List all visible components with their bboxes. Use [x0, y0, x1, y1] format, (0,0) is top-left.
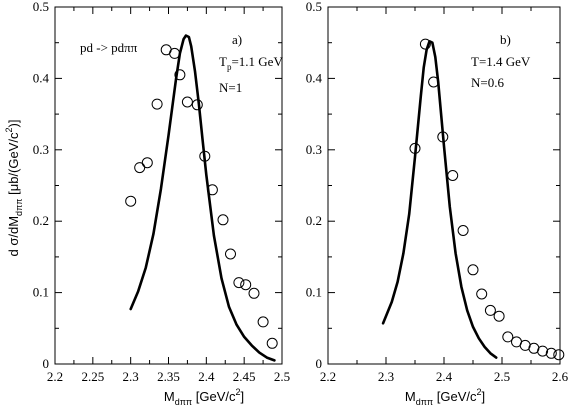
y-axis-title-close: )]	[6, 120, 21, 128]
data-point-a	[191, 99, 203, 111]
y-axis-title: d σ/dMdππ [μb/(GeV/c2)]	[4, 120, 24, 257]
y-tick-label-b: 0.1	[306, 285, 322, 300]
theory-curve-a	[129, 34, 276, 362]
data-point-b	[467, 264, 479, 276]
y-tick-label-b: 0	[316, 356, 323, 371]
x-axis-title-a-close: ]	[241, 389, 245, 404]
y-axis-title-sub: dππ	[14, 199, 24, 216]
data-point-a	[141, 157, 153, 169]
x-tick-label-a: 2.2	[47, 369, 63, 384]
x-axis-title-a-main: M	[164, 389, 175, 404]
y-tick-label-b: 0.5	[306, 0, 322, 14]
x-tick-label-b: 2.2	[320, 369, 336, 384]
panel-a-label: a)	[232, 32, 242, 47]
data-point-b	[457, 225, 469, 236]
data-point-a	[206, 184, 218, 196]
x-axis-title-a-sub: dππ	[175, 397, 192, 407]
norm-label-a: N=1	[219, 80, 242, 95]
y-tick-label-a: 0.3	[33, 142, 49, 157]
x-tick-label-a: 2.35	[157, 369, 180, 384]
panel-b-label: b)	[500, 32, 511, 47]
data-point-a	[248, 287, 260, 299]
data-point-a	[240, 279, 252, 291]
x-tick-label-b: 2.3	[378, 369, 394, 384]
y-tick-label-a: 0.2	[33, 213, 49, 228]
energy-label-a: Tp=1.1 GeV	[219, 54, 283, 72]
data-point-a	[225, 248, 236, 260]
data-point-b	[484, 304, 496, 316]
data-point-b	[476, 288, 488, 300]
x-tick-label-b: 2.6	[552, 369, 569, 384]
x-axis-title-a: Mdππ [GeV/c2]	[164, 387, 244, 407]
x-tick-label-b: 2.4	[436, 369, 453, 384]
data-point-a	[169, 47, 181, 59]
y-axis-title-sup: 2	[4, 127, 14, 132]
energy-label-a-main: T	[219, 54, 227, 69]
y-axis-title-main: d σ/dM	[6, 216, 21, 257]
x-tick-label-a: 2.4	[198, 369, 215, 384]
y-tick-label-b: 0.4	[306, 70, 323, 85]
x-axis-title-b-close: ]	[482, 389, 486, 404]
x-axis-title-a-rest: [GeV/c	[192, 389, 236, 404]
x-axis-title-b-sub: dππ	[416, 397, 433, 407]
data-point-b	[437, 131, 449, 143]
data-point-b	[447, 170, 459, 181]
data-point-a	[174, 69, 186, 81]
x-tick-label-b: 2.5	[494, 369, 510, 384]
x-axis-title-b-rest: [GeV/c	[433, 389, 477, 404]
data-point-b	[502, 331, 514, 343]
norm-label-b: N=0.6	[471, 75, 504, 90]
x-axis-title-a-sup: 2	[236, 387, 241, 397]
x-tick-label-a: 2.25	[81, 369, 104, 384]
data-point-b	[493, 310, 505, 322]
y-tick-label-a: 0.4	[33, 70, 50, 85]
data-point-a	[125, 195, 137, 207]
data-point-b	[537, 345, 549, 357]
theory-curve-b	[381, 39, 498, 359]
energy-label-a-rest: =1.1 GeV	[231, 54, 283, 69]
x-tick-label-a: 2.5	[274, 369, 290, 384]
data-point-a	[181, 96, 193, 108]
panel-a: 2.2 2.25 2.3 2.35 2.4 2.45 2.5 0 0.1 0.2 0.3 0.4 0.5	[33, 0, 290, 384]
energy-label-a-sub: p	[227, 62, 232, 72]
data-point-a	[134, 162, 146, 174]
data-point-b	[409, 142, 421, 154]
data-point-a	[266, 337, 278, 349]
data-point-b	[545, 347, 557, 359]
y-axis-title-rest: [μb/(GeV/c	[6, 132, 21, 199]
data-point-a	[199, 150, 211, 162]
data-point-a	[217, 214, 229, 226]
x-axis-title-b-sup: 2	[477, 387, 482, 397]
x-axis-title-b-main: M	[405, 389, 416, 404]
data-point-b	[428, 76, 440, 88]
data-point-b	[553, 349, 565, 361]
y-tick-label-b: 0.3	[306, 142, 322, 157]
data-point-a	[233, 277, 245, 289]
data-point-b	[419, 38, 431, 50]
y-tick-label-b: 0.2	[306, 213, 322, 228]
x-tick-label-a: 2.3	[123, 369, 139, 384]
reaction-label: pd -> pdππ	[80, 40, 138, 55]
data-point-a	[151, 98, 163, 110]
x-axis-title-b: Mdππ [GeV/c2]	[405, 387, 485, 407]
y-tick-label-a: 0	[43, 356, 50, 371]
panel-b: 2.2 2.3 2.4 2.5 2.6 0 0.1 0.2 0.3 0.4 0.5	[306, 0, 569, 384]
x-tick-label-a: 2.45	[233, 369, 256, 384]
data-point-a	[257, 316, 269, 328]
energy-label-b: T=1.4 GeV	[471, 54, 531, 69]
y-tick-label-a: 0.5	[33, 0, 49, 14]
y-tick-label-a: 0.1	[33, 285, 49, 300]
